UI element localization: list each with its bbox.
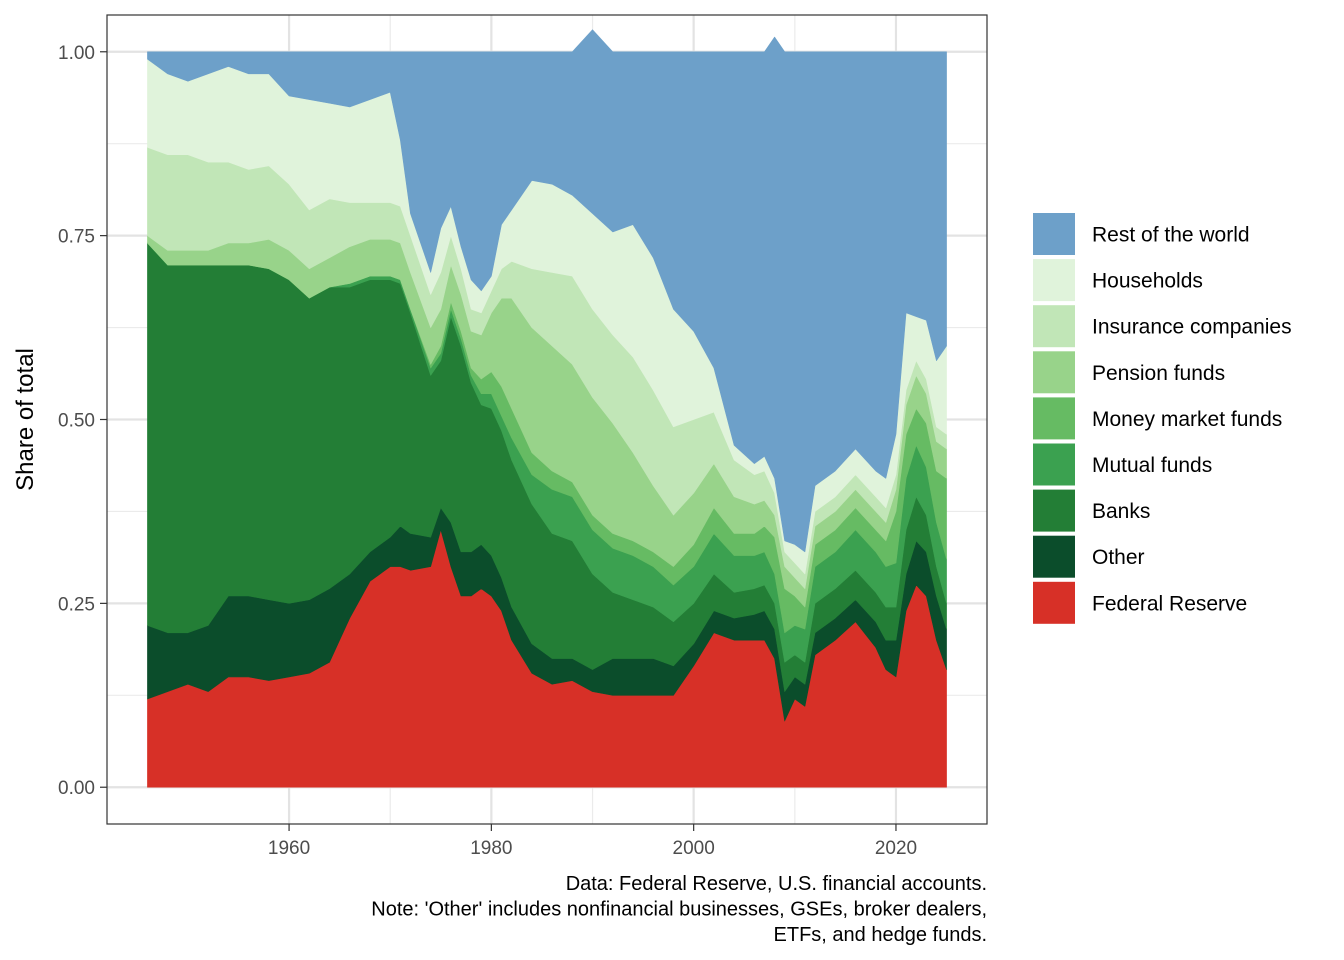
legend-swatch-insurance-companies — [1033, 305, 1075, 348]
legend-swatch-mutual-funds — [1033, 443, 1075, 486]
legend-swatch-pension-funds — [1033, 351, 1075, 394]
y-axis-title: Share of total — [12, 348, 39, 491]
legend-label-money-market-funds: Money market funds — [1092, 408, 1282, 431]
legend-label-pension-funds: Pension funds — [1092, 362, 1225, 385]
area-rest-of-the-world — [147, 29, 947, 553]
legend-swatch-money-market-funds — [1033, 397, 1075, 440]
y-axis: 0.00 0.25 0.50 0.75 1.00 — [58, 43, 107, 799]
legend-swatch-households — [1033, 259, 1075, 302]
x-tick-label: 1960 — [268, 838, 310, 859]
x-tick-label: 2000 — [673, 838, 715, 859]
x-tick-label: 2020 — [875, 838, 917, 859]
y-tick-label: 0.25 — [58, 594, 95, 615]
stacked-areas — [147, 29, 947, 788]
legend-label-other: Other — [1092, 546, 1145, 569]
plot-panel — [106, 14, 988, 825]
legend-swatch-federal-reserve — [1033, 581, 1075, 624]
legend-label-households: Households — [1092, 270, 1203, 293]
legend-label-federal-reserve: Federal Reserve — [1092, 592, 1247, 615]
caption-line: ETFs, and hedge funds. — [774, 924, 987, 946]
y-tick-label: 0.50 — [58, 411, 95, 432]
y-tick-label: 0.75 — [58, 227, 95, 248]
legend: Rest of the world Households Insurance com… — [1033, 213, 1292, 624]
legend-swatch-banks — [1033, 489, 1075, 532]
legend-label-mutual-funds: Mutual funds — [1092, 454, 1212, 477]
legend-label-banks: Banks — [1092, 500, 1150, 523]
legend-label-rest-of-the-world: Rest of the world — [1092, 224, 1250, 247]
legend-swatch-other — [1033, 535, 1075, 578]
x-axis: 1960 1980 2000 2020 — [268, 824, 917, 859]
caption-line: Data: Federal Reserve, U.S. financial ac… — [566, 873, 987, 895]
y-tick-label: 0.00 — [58, 778, 95, 799]
caption-line: Note: 'Other' includes nonfinancial busi… — [371, 899, 987, 921]
y-tick-label: 1.00 — [58, 43, 95, 64]
legend-label-insurance-companies: Insurance companies — [1092, 316, 1292, 339]
x-tick-label: 1980 — [470, 838, 512, 859]
legend-swatch-rest-of-the-world — [1033, 213, 1075, 255]
caption: Data: Federal Reserve, U.S. financial ac… — [371, 873, 987, 946]
